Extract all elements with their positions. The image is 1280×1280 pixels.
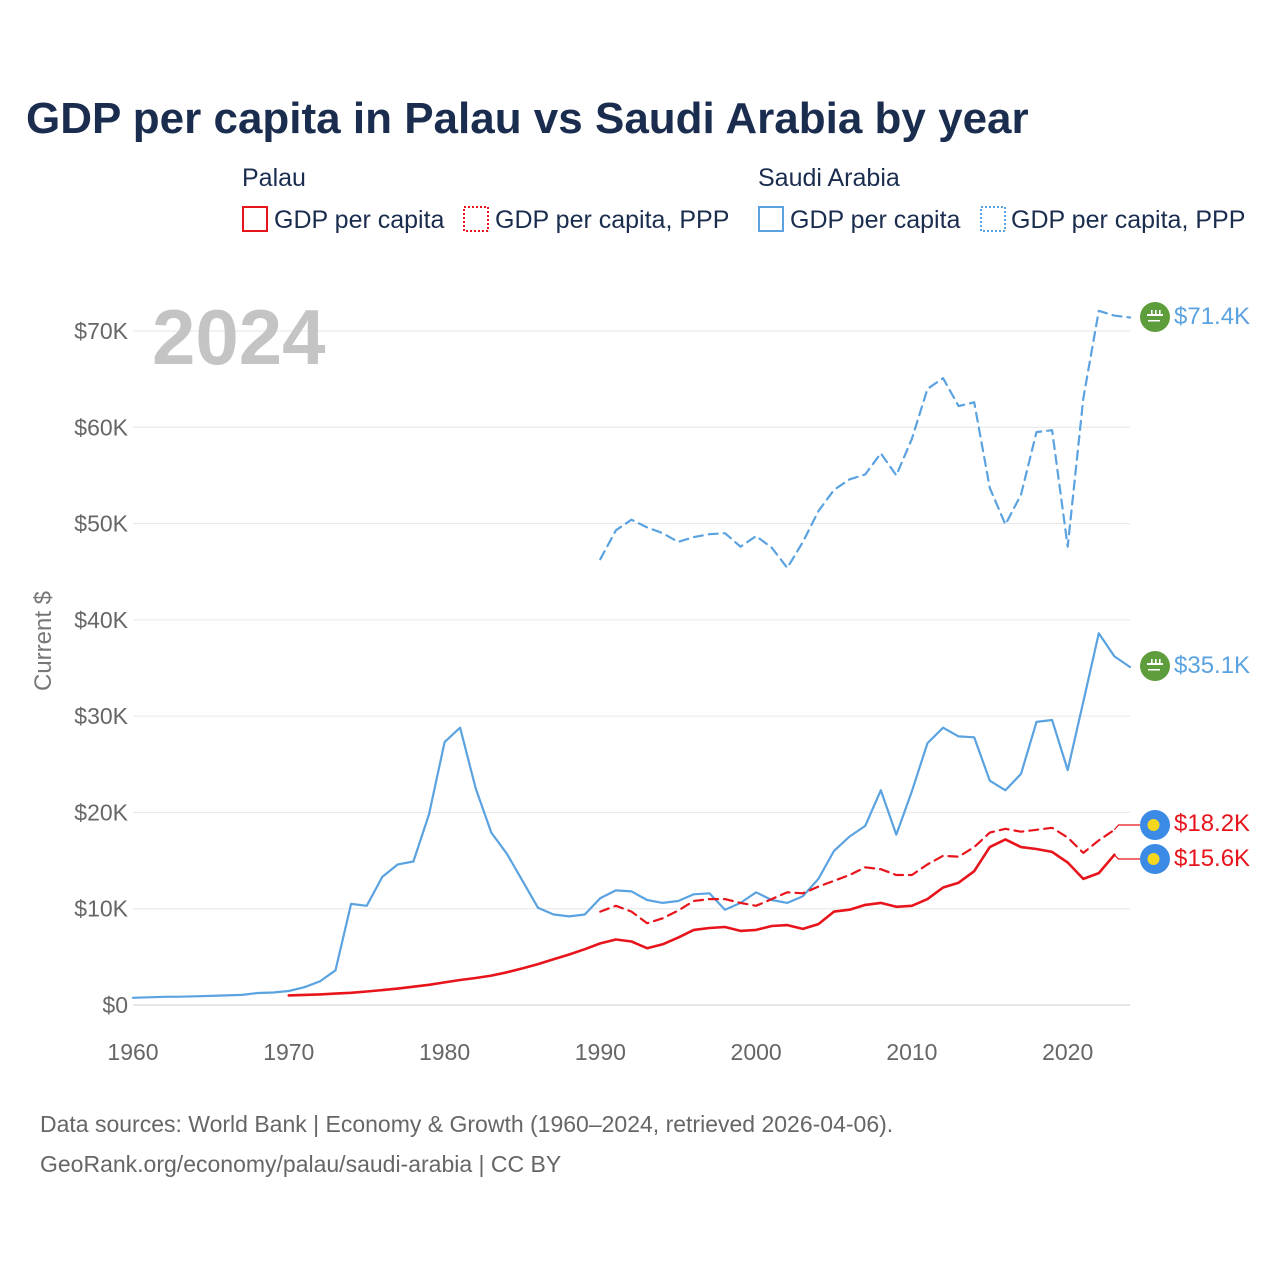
y-axis-label: Current $	[30, 591, 57, 691]
end-label-text-saudi-gdp: $35.1K	[1174, 652, 1250, 679]
x-tick-label: 1970	[263, 1039, 314, 1065]
saudi-arabia-flag-icon	[1140, 302, 1170, 332]
y-tick-label: $0	[102, 992, 128, 1018]
series-line-palau-gdp-per-capita-ppp	[599, 826, 1116, 925]
y-tick-label: $20K	[74, 799, 128, 825]
x-tick-label: 1980	[419, 1039, 470, 1065]
x-tick-label: 2010	[886, 1039, 937, 1065]
x-axis: 1960 1970 1980 1990 2000 2010 2020	[107, 1039, 1093, 1065]
end-label-saudi-gdp: $35.1K	[1140, 651, 1250, 681]
label-connector	[1113, 854, 1140, 860]
year-marker: 2024	[152, 293, 326, 381]
source-line-1: Data sources: World Bank | Economy & Gro…	[40, 1111, 893, 1137]
palau-flag-icon	[1140, 844, 1170, 874]
end-label-saudi-ppp: $71.4K	[1140, 302, 1250, 332]
y-tick-label: $40K	[74, 607, 128, 633]
legend-swatch-palau-gdp[interactable]	[242, 206, 268, 232]
legend-item-palau-ppp[interactable]: GDP per capita, PPP	[495, 206, 729, 234]
series-line-palau-gdp-per-capita	[287, 838, 1116, 997]
end-label-text-palau-ppp: $18.2K	[1174, 810, 1250, 837]
series	[131, 309, 1132, 999]
end-label-text-palau-gdp: $15.6K	[1174, 845, 1250, 872]
legend-item-saudi-gdp[interactable]: GDP per capita	[790, 206, 961, 234]
x-tick-label: 2020	[1042, 1039, 1093, 1065]
end-label-text-saudi-ppp: $71.4K	[1174, 303, 1250, 330]
y-tick-label: $50K	[74, 511, 128, 537]
legend-swatch-palau-ppp[interactable]	[463, 206, 489, 232]
end-label-palau-ppp: $18.2K	[1140, 810, 1250, 840]
y-tick-label: $10K	[74, 896, 128, 922]
y-tick-label: $30K	[74, 703, 128, 729]
x-tick-label: 1960	[107, 1039, 158, 1065]
chart-title: GDP per capita in Palau vs Saudi Arabia …	[26, 94, 1029, 143]
palau-flag-icon	[1140, 810, 1170, 840]
legend-group-palau: Palau	[242, 164, 306, 192]
saudi-arabia-flag-icon	[1140, 651, 1170, 681]
y-tick-label: $70K	[74, 318, 128, 344]
legend-swatch-saudi-gdp[interactable]	[758, 206, 784, 232]
legend-swatch-saudi-ppp[interactable]	[980, 206, 1006, 232]
source-line-2: GeoRank.org/economy/palau/saudi-arabia |…	[40, 1151, 561, 1177]
grid	[133, 330, 1130, 1006]
y-tick-label: $60K	[74, 414, 128, 440]
x-tick-label: 1990	[575, 1039, 626, 1065]
series-line-saudi-arabia-gdp-per-capita	[131, 632, 1132, 999]
legend-item-saudi-ppp[interactable]: GDP per capita, PPP	[1011, 206, 1245, 234]
label-connector	[1113, 824, 1140, 831]
y-axis: $0 $10K $20K $30K $40K $50K $60K $70K	[74, 318, 128, 1018]
x-tick-label: 2000	[731, 1039, 782, 1065]
legend-item-palau-gdp[interactable]: GDP per capita	[274, 206, 445, 234]
label-connectors	[1113, 824, 1140, 860]
legend: Palau GDP per capita GDP per capita, PPP…	[242, 164, 1245, 234]
end-label-palau-gdp: $15.6K	[1140, 844, 1250, 874]
series-line-saudi-arabia-gdp-per-capita-ppp	[599, 309, 1132, 570]
legend-group-saudi: Saudi Arabia	[758, 164, 900, 192]
